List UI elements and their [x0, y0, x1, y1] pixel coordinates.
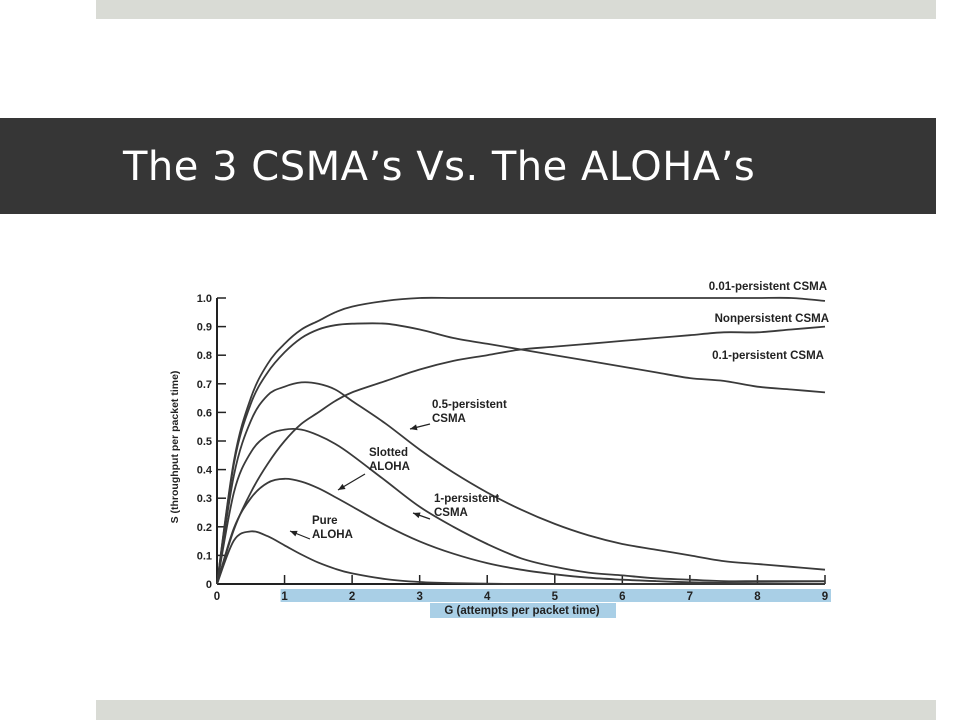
y-tick-label: 0	[206, 579, 212, 591]
x-tick-label: 1	[281, 591, 288, 603]
series-label: Nonpersistent CSMA	[715, 313, 829, 325]
annotation-arrowhead	[413, 512, 421, 519]
axes-group	[216, 298, 825, 585]
y-tick-label: 0.6	[197, 407, 212, 419]
labels-group: 0.01-persistent CSMA Nonpersistent CSMA 0.…	[289, 281, 829, 541]
annotation-label: Slotted	[369, 447, 408, 459]
x-tick-label: 0	[214, 591, 220, 603]
x-tick-label: 9	[822, 591, 828, 603]
y-tick-label: 1.0	[197, 293, 212, 305]
y-tick-label: 0.1	[197, 550, 212, 562]
annotation-arrowhead	[290, 530, 298, 537]
curve-pure-aloha	[216, 530, 825, 585]
y-tick-label: 0.8	[197, 350, 212, 362]
y-tick-label: 0.2	[197, 522, 212, 534]
x-tick-label: 3	[416, 591, 422, 603]
curve-0-5-persistent-csma	[216, 381, 826, 585]
y-tick-label: 0.5	[197, 436, 212, 448]
x-tick-label: 2	[349, 591, 355, 603]
curve-nonpersistent-csma	[216, 325, 826, 585]
title-bar	[0, 118, 936, 214]
top-accent-strip	[96, 0, 936, 19]
curve-0-01-persistent-csma	[216, 296, 826, 585]
annotation-label: CSMA	[432, 413, 466, 425]
ticks-group: 0 0.1 0.2 0.3 0.4 0.5 0.6 0.7 0.8 0.9 1.0 0 1 2 3 4 5 6 7 8…	[197, 293, 829, 603]
x-tick-label: 8	[754, 591, 761, 603]
x-axis-band-group	[280, 589, 831, 618]
slide-title: The 3 CSMA’s Vs. The ALOHA’s	[123, 144, 756, 190]
curve-1-persistent-csma	[216, 427, 825, 585]
annotation-label: Pure	[312, 515, 338, 527]
y-axis-label: S (throughput per packet time)	[169, 371, 181, 524]
x-tick-label: 6	[619, 591, 625, 603]
series-label: 0.01-persistent CSMA	[709, 281, 827, 293]
annotation-label: ALOHA	[369, 461, 410, 473]
annotation-label: CSMA	[434, 507, 468, 519]
chart-svg: 0 0.1 0.2 0.3 0.4 0.5 0.6 0.7 0.8 0.9 1.0 0 1 2 3 4 5 6 7 8…	[169, 281, 831, 618]
x-tick-label: 7	[687, 591, 693, 603]
y-tick-label: 0.4	[197, 465, 213, 477]
x-tick-label: 4	[484, 591, 491, 603]
annotation-label: ALOHA	[312, 529, 353, 541]
series-label: 0.1-persistent CSMA	[712, 350, 824, 362]
annotation-label: 0.5-persistent	[432, 399, 507, 411]
x-tick-band	[280, 589, 831, 602]
y-tick-label: 0.9	[197, 322, 212, 334]
curve-0-1-persistent-csma	[216, 322, 826, 585]
annotation-arrowhead	[410, 424, 418, 431]
y-tick-label: 0.7	[197, 379, 212, 391]
annotation-arrowhead	[338, 483, 346, 490]
x-axis-label: G (attempts per packet time)	[444, 605, 599, 617]
x-tick-label: 5	[552, 591, 559, 603]
x-label-band	[430, 603, 616, 618]
y-tick-label: 0.3	[197, 493, 212, 505]
annotation-label: 1-persistent	[434, 493, 499, 505]
bottom-accent-strip	[96, 700, 936, 720]
throughput-chart: 0 0.1 0.2 0.3 0.4 0.5 0.6 0.7 0.8 0.9 1.0 0 1 2 3 4 5 6 7 8…	[160, 262, 850, 632]
curves-group	[216, 296, 826, 585]
curve-slotted-aloha	[216, 477, 826, 585]
